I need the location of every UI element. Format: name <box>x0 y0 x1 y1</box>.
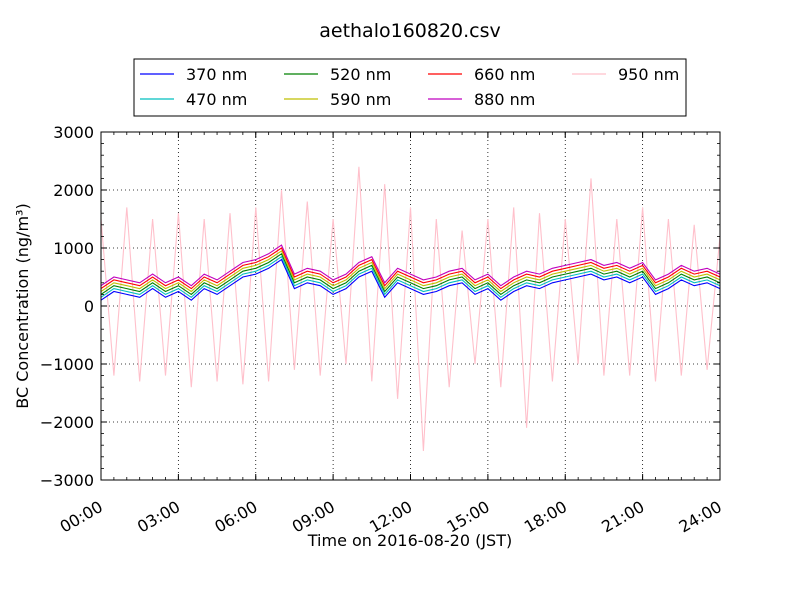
x-axis-label: Time on 2016-08-20 (JST) <box>307 531 512 550</box>
x-tick-label: 24:00 <box>676 497 725 537</box>
chart-title: aethalo160820.csv <box>319 20 501 42</box>
legend-label-880-nm: 880 nm <box>474 90 535 109</box>
series-line-880-nm <box>101 244 720 287</box>
y-tick-label: 2000 <box>53 181 94 200</box>
y-axis-label: BC Concentration (ng/m³) <box>13 203 32 408</box>
x-tick-label: 03:00 <box>134 497 183 537</box>
legend-label-470-nm: 470 nm <box>186 90 247 109</box>
series-line-660-nm <box>101 247 720 290</box>
x-tick-label: 06:00 <box>211 497 260 537</box>
x-tick-label: 00:00 <box>57 497 106 537</box>
y-tick-label: −3000 <box>40 471 94 490</box>
legend-label-590-nm: 590 nm <box>330 90 391 109</box>
y-tick-label: 1000 <box>53 239 94 258</box>
series-line-370-nm <box>101 258 720 301</box>
x-tick-label: 21:00 <box>598 497 647 537</box>
legend-label-660-nm: 660 nm <box>474 65 535 84</box>
plot-background <box>101 132 720 480</box>
series-line-520-nm <box>101 252 720 296</box>
legend-label-370-nm: 370 nm <box>186 65 247 84</box>
legend-label-950-nm: 950 nm <box>618 65 679 84</box>
y-tick-label: −1000 <box>40 355 94 374</box>
plot-area <box>100 131 721 481</box>
y-tick-label: −2000 <box>40 413 94 432</box>
legend: 370 nm 470 nm 520 nm 590 nm 660 nm 880 nm 950 … <box>133 58 687 117</box>
series-line-470-nm <box>101 255 720 298</box>
y-tick-label: 3000 <box>53 123 94 142</box>
x-tick-label: 18:00 <box>521 497 570 537</box>
series-line-590-nm <box>101 250 720 293</box>
series-line-950-nm <box>101 166 720 452</box>
y-tick-label: 0 <box>84 297 94 316</box>
legend-label-520-nm: 520 nm <box>330 65 391 84</box>
legend-frame <box>133 58 687 117</box>
